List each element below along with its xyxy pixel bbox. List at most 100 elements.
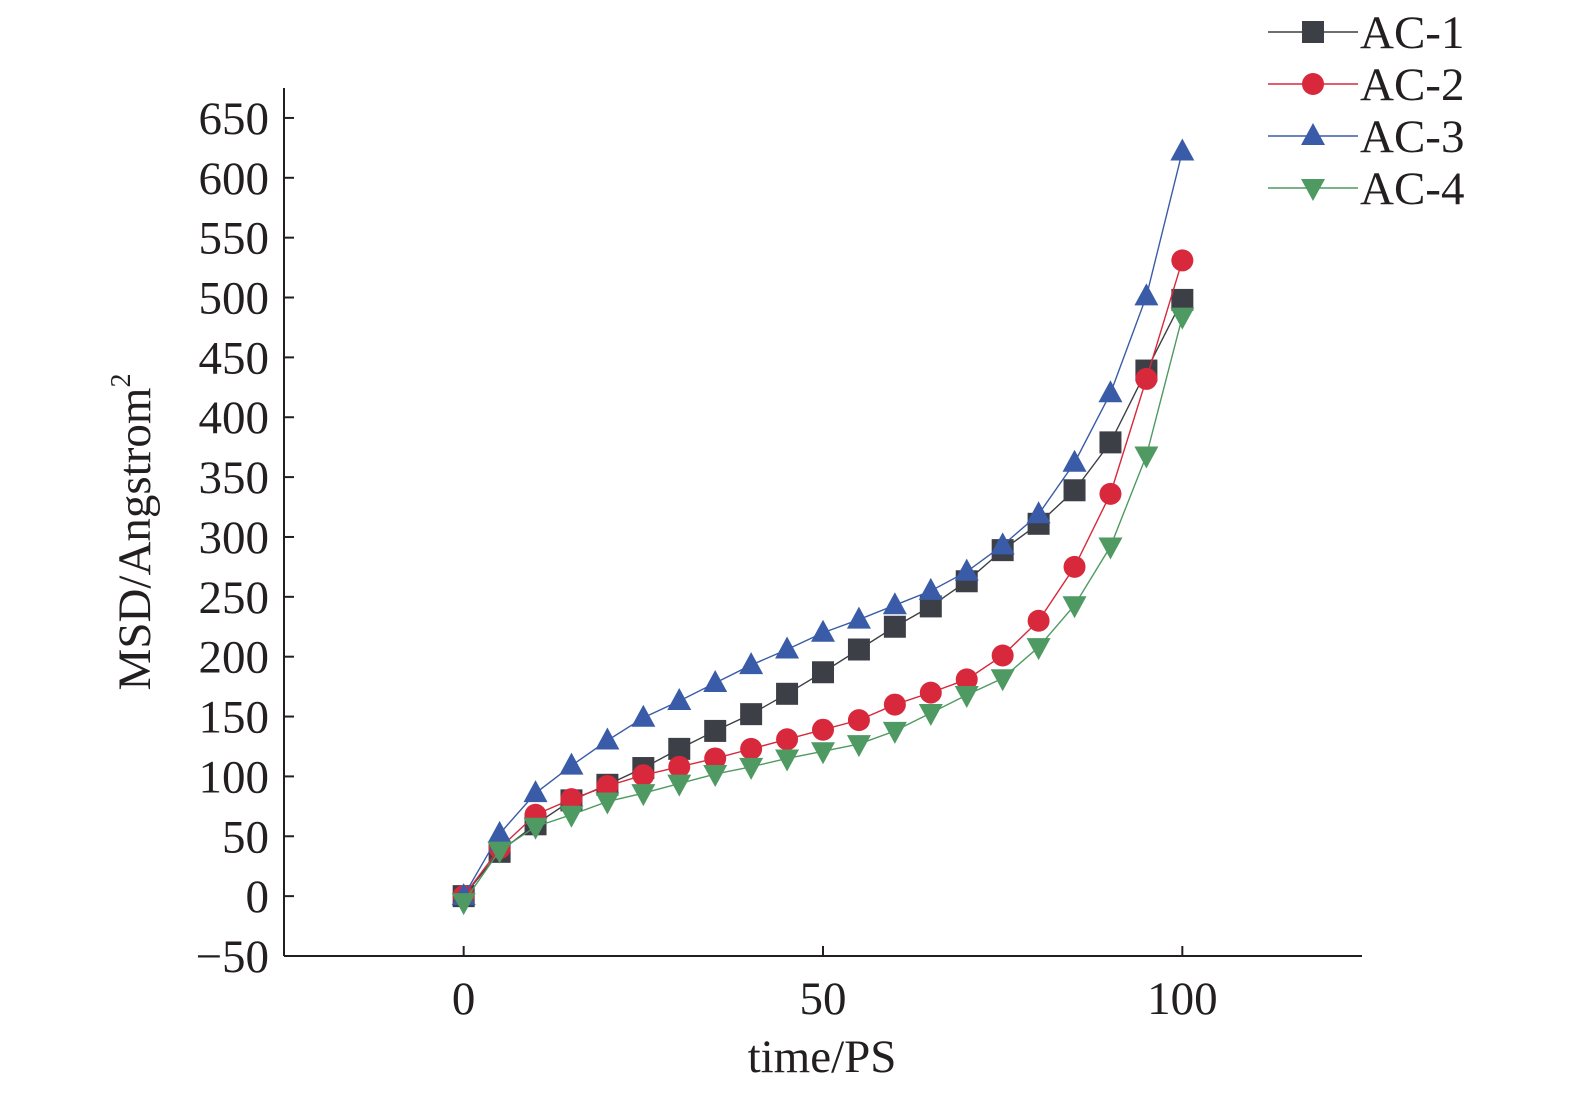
data-point-ac-4 — [846, 735, 871, 758]
legend-label-ac-3: AC-3 — [1360, 111, 1464, 163]
data-point-ac-3 — [739, 652, 764, 675]
y-axis-title-group: MSD/Angstrom2 — [106, 374, 161, 691]
legend-marker-ac-3 — [1301, 123, 1325, 145]
data-point-ac-3 — [595, 727, 620, 750]
data-point-ac-3 — [882, 592, 907, 615]
y-tick-label: −50 — [195, 931, 269, 983]
data-point-ac-2 — [955, 668, 978, 691]
series-layer — [451, 138, 1195, 916]
data-point-ac-2 — [776, 728, 799, 751]
data-point-ac-4 — [1062, 596, 1087, 619]
data-point-ac-4 — [631, 784, 656, 807]
data-point-ac-2 — [632, 764, 655, 787]
data-point-ac-4 — [1170, 307, 1195, 330]
data-point-ac-4 — [882, 721, 907, 744]
data-point-ac-2 — [704, 747, 727, 770]
data-point-ac-3 — [1026, 501, 1051, 524]
data-point-ac-3 — [990, 532, 1015, 555]
axes — [283, 88, 1362, 957]
data-point-ac-2 — [560, 788, 583, 811]
data-point-ac-1 — [1063, 479, 1086, 502]
data-point-ac-3 — [846, 606, 871, 629]
y-tick-label: 100 — [199, 751, 270, 803]
data-point-ac-3 — [559, 752, 584, 775]
y-tick-label: 150 — [199, 692, 270, 744]
data-point-ac-1 — [883, 615, 906, 638]
data-point-ac-3 — [1134, 283, 1159, 306]
legend-label-ac-2: AC-2 — [1360, 59, 1464, 111]
data-point-ac-2 — [1027, 609, 1050, 632]
series-ac-3 — [451, 138, 1195, 906]
data-point-ac-1 — [847, 638, 870, 661]
data-point-ac-4 — [739, 757, 764, 780]
data-point-ac-4 — [1134, 446, 1159, 469]
data-point-ac-3 — [775, 636, 800, 659]
data-point-ac-3 — [667, 687, 692, 710]
data-point-ac-1 — [812, 661, 834, 684]
data-point-ac-3 — [1098, 380, 1123, 403]
y-tick-label: 200 — [199, 632, 270, 684]
data-point-ac-2 — [991, 644, 1014, 667]
data-point-ac-1 — [776, 682, 799, 705]
data-point-ac-4 — [811, 742, 835, 765]
y-tick-label: 450 — [199, 332, 270, 384]
y-ticks: −50 0 50 100 150 200 250 300 350 400 450 500 550 600 6… — [195, 93, 294, 983]
series-ac-4 — [451, 307, 1195, 916]
data-point-ac-4 — [451, 893, 476, 916]
data-point-ac-3 — [1170, 138, 1195, 161]
y-tick-label: 550 — [199, 213, 270, 265]
data-point-ac-4 — [1026, 638, 1051, 661]
legend-marker-ac-4 — [1301, 179, 1325, 201]
data-point-ac-4 — [1098, 537, 1123, 560]
x-ticks: 0 50 100 — [452, 946, 1218, 1025]
y-tick-label: 500 — [199, 273, 270, 325]
legend-marker-ac-1 — [1302, 21, 1324, 43]
y-axis-title-superscript: 2 — [106, 374, 137, 388]
data-point-ac-1 — [919, 595, 942, 618]
data-point-ac-1 — [740, 703, 763, 726]
data-point-ac-2 — [883, 693, 906, 716]
x-axis-title: time/PS — [748, 1031, 897, 1083]
data-point-ac-3 — [631, 704, 656, 727]
data-point-ac-1 — [1099, 431, 1122, 454]
x-tick-label: 100 — [1147, 973, 1218, 1025]
legend-item-ac-3: AC-3 — [1268, 111, 1464, 163]
data-point-ac-2 — [812, 718, 834, 741]
legend-label-ac-1: AC-1 — [1360, 7, 1464, 59]
y-tick-label: 350 — [199, 452, 270, 504]
data-point-ac-1 — [1171, 288, 1194, 311]
data-point-ac-1 — [668, 737, 691, 760]
data-point-ac-2 — [919, 681, 942, 704]
data-point-ac-3 — [487, 820, 512, 843]
legend-item-ac-1: AC-1 — [1268, 7, 1464, 59]
y-axis-title-text: MSD/Angstrom — [109, 388, 161, 691]
data-point-ac-3 — [523, 780, 548, 803]
data-point-ac-3 — [703, 670, 728, 693]
y-tick-label: 600 — [199, 153, 270, 205]
series-ac-2 — [452, 249, 1194, 908]
data-point-ac-3 — [918, 577, 943, 600]
data-point-ac-2 — [1171, 249, 1194, 272]
series-line-ac-3 — [463, 151, 1184, 897]
data-point-ac-3 — [954, 558, 979, 581]
data-point-ac-2 — [1135, 367, 1158, 390]
legend-item-ac-2: AC-2 — [1268, 59, 1464, 111]
y-tick-label: 0 — [246, 871, 270, 923]
x-tick-label: 50 — [800, 973, 847, 1025]
data-point-ac-3 — [811, 619, 835, 642]
data-point-ac-1 — [704, 719, 727, 742]
data-point-ac-3 — [1062, 449, 1087, 472]
data-point-ac-2 — [847, 709, 870, 732]
y-tick-label: 400 — [199, 392, 270, 444]
data-point-ac-4 — [487, 841, 512, 864]
data-point-ac-4 — [990, 669, 1015, 692]
data-point-ac-2 — [740, 737, 763, 760]
y-tick-label: 650 — [199, 93, 270, 145]
data-point-ac-2 — [668, 755, 691, 778]
data-point-ac-4 — [667, 774, 692, 797]
data-point-ac-2 — [596, 774, 619, 797]
data-point-ac-4 — [523, 817, 548, 840]
data-point-ac-4 — [559, 805, 584, 828]
x-tick-label: 0 — [452, 973, 476, 1025]
